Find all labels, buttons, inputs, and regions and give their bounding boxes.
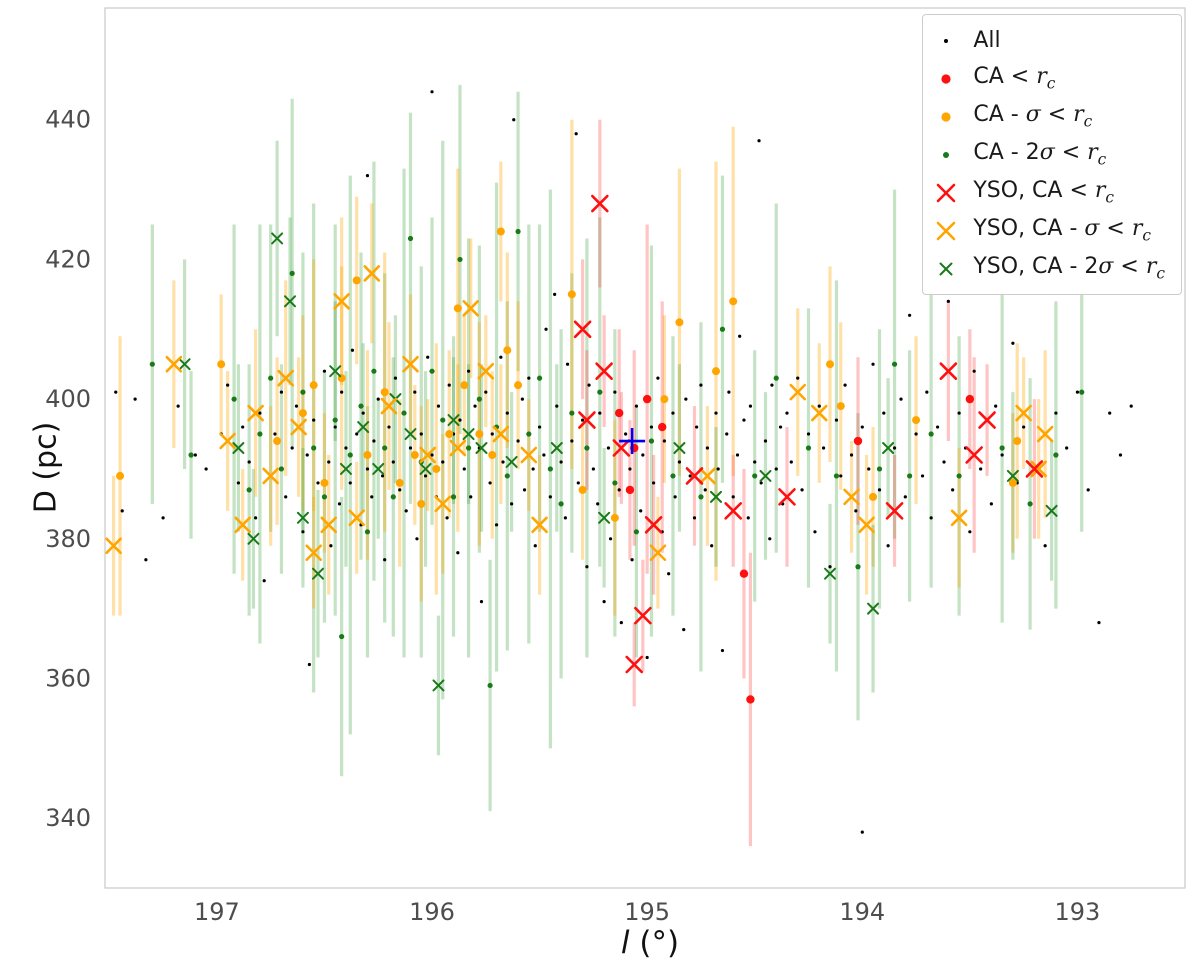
- svg-text:420: 420: [45, 245, 91, 273]
- legend-marker-dot: [941, 111, 951, 122]
- legend-entry-3: CA - 2σ < rc: [933, 139, 1165, 170]
- legend-label: All: [973, 28, 1001, 53]
- svg-text:195: 195: [624, 898, 670, 926]
- series-yso-ca-2-r-c: [178, 232, 1058, 692]
- series-ca-r-c: [116, 227, 1022, 522]
- series-all: [114, 90, 1133, 834]
- svg-text:380: 380: [45, 525, 91, 553]
- series-ca-2-r-c: [149, 228, 1085, 689]
- x-tick-labels: 197 196 195 194 193: [194, 898, 1100, 926]
- legend-label: CA < rc: [973, 64, 1056, 93]
- plot-frame: [104, 7, 1186, 889]
- cluster-center-marker: [619, 428, 646, 455]
- legend-entry-6: YSO, CA - 2σ < rc: [933, 253, 1165, 284]
- svg-text:194: 194: [839, 898, 885, 926]
- svg-text:197: 197: [194, 898, 240, 926]
- y-axis-label: D (pc): [28, 421, 64, 514]
- legend-marker-x-large: [937, 221, 956, 240]
- legend-marker-dot-small: [943, 151, 950, 158]
- legend-label: CA - σ < rc: [973, 102, 1093, 131]
- series-yso-ca-r-c: [105, 265, 1054, 562]
- svg-text:440: 440: [45, 106, 91, 134]
- legend-label: YSO, CA - 2σ < rc: [973, 254, 1165, 283]
- x-axis-label: l (°): [620, 925, 680, 961]
- legend-label: CA - 2σ < rc: [973, 140, 1107, 169]
- series-ca-r-c: [614, 394, 975, 704]
- svg-text:340: 340: [45, 804, 91, 832]
- svg-text:360: 360: [45, 664, 91, 692]
- legend: All CA < rc CA - σ < rc CA - 2σ < rc YSO, CA…: [922, 14, 1182, 295]
- legend-entry-5: YSO, CA - σ < rc: [933, 215, 1165, 246]
- svg-text:400: 400: [45, 385, 91, 413]
- y-tick-labels: 340 360 380 400 420 440: [45, 106, 91, 832]
- legend-entry-0: All: [933, 25, 1165, 56]
- legend-marker-x-small: [939, 262, 953, 275]
- svg-text:193: 193: [1055, 898, 1101, 926]
- svg-text:196: 196: [409, 898, 455, 926]
- legend-label: YSO, CA < rc: [973, 178, 1115, 207]
- legend-entry-2: CA - σ < rc: [933, 101, 1165, 132]
- legend-entry-1: CA < rc: [933, 63, 1165, 94]
- legend-label: YSO, CA - σ < rc: [973, 216, 1151, 245]
- legend-marker-x-large: [937, 183, 956, 202]
- legend-marker-dot-tiny: [944, 38, 949, 43]
- series-yso-ca-r-c: [573, 194, 1044, 674]
- legend-entry-4: YSO, CA < rc: [933, 177, 1165, 208]
- legend-marker-dot: [941, 73, 951, 84]
